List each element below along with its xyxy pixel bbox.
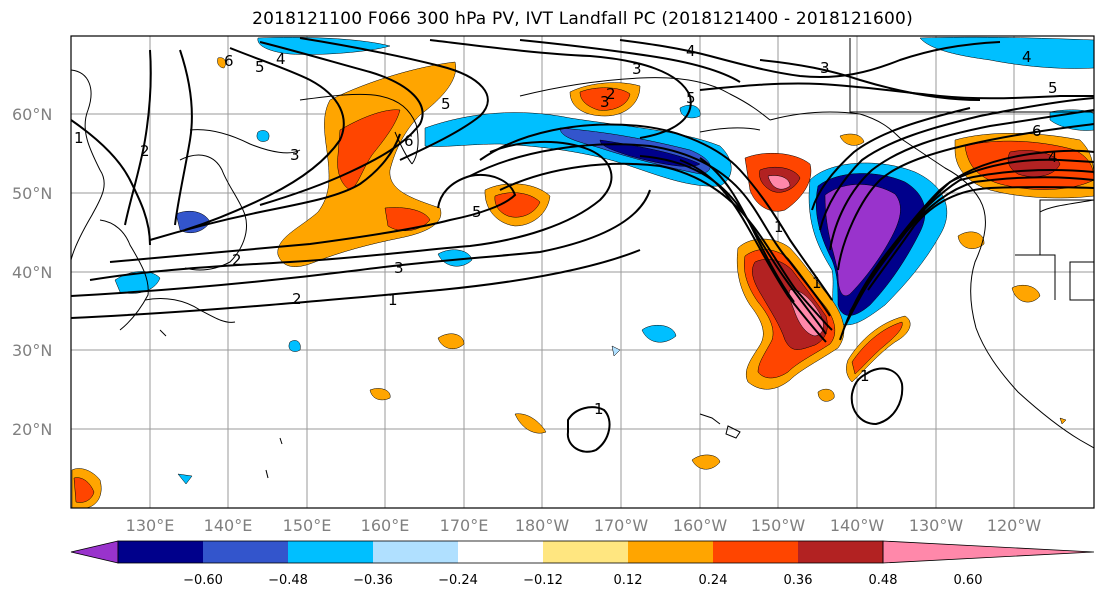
lon-tick-label: 170°W [594, 516, 649, 535]
lon-tick-label: 170°E [440, 516, 489, 535]
lon-tick-label: 150°W [751, 516, 806, 535]
lon-tick-label: 140°W [830, 516, 885, 535]
colorbar-tick-label: 0.24 [699, 573, 728, 588]
colorbar-segment [118, 541, 203, 563]
lon-tick-label: 120°W [987, 516, 1042, 535]
longitude-axis: 130°E 140°E 150°E 160°E 170°E 180°W 170°… [126, 516, 1042, 535]
contour-label: 2 [232, 251, 242, 269]
contour-label: 1 [812, 274, 822, 292]
colorbar-segment [713, 541, 798, 563]
colorbar-tick-label: 0.36 [784, 573, 813, 588]
contour-label: 1 [388, 291, 398, 309]
height-contours [71, 37, 1094, 453]
lat-tick-label: 30°N [12, 341, 52, 360]
lon-tick-label: 160°E [361, 516, 410, 535]
colorbar-segment [628, 541, 713, 563]
colorbar-tick-label: 0.48 [869, 573, 898, 588]
colorbar-tick-label: −0.24 [438, 573, 478, 588]
contour-label: 3 [600, 93, 610, 111]
contour-label: 5 [472, 203, 482, 221]
map-panel: 6 5 4 3 2 1 5 3 2 1 3 4 5 2 5 3 2 1 5 6 [70, 35, 1095, 509]
lat-tick-label: 60°N [12, 105, 52, 124]
lat-tick-label: 20°N [12, 420, 52, 439]
colorbar: −0.60 −0.48 −0.36 −0.24 −0.12 0.12 0.24 … [70, 540, 1095, 588]
colorbar-tick-label: −0.48 [268, 573, 308, 588]
colorbar-tick-label: −0.12 [523, 573, 563, 588]
colorbar-max-extension [882, 540, 1095, 564]
contour-label: 2 [140, 142, 150, 160]
colorbar-segment [798, 541, 883, 563]
colorbar-tick-label: 0.60 [954, 573, 983, 588]
contour-label: 1 [774, 218, 784, 236]
lon-tick-label: 180°W [515, 516, 570, 535]
contour-label: 5 [1048, 79, 1058, 97]
lat-tick-label: 50°N [12, 184, 52, 203]
lon-tick-label: 160°W [673, 516, 728, 535]
map-frame [70, 35, 1095, 509]
contour-label: 3 [394, 259, 404, 277]
contour-label: 3 [820, 59, 830, 77]
latitude-axis: 60°N 50°N 40°N 30°N 20°N [12, 105, 52, 439]
lon-tick-label: 150°E [283, 516, 332, 535]
contour-label: 6 [1032, 122, 1042, 140]
contour-label: 3 [290, 146, 300, 164]
contour-label: 1 [860, 367, 870, 385]
lon-tick-label: 130°W [909, 516, 964, 535]
contour-label: 4 [276, 50, 286, 68]
colorbar-frame [117, 540, 884, 564]
contour-label: 6 [224, 52, 234, 70]
contour-label: 1 [594, 400, 604, 418]
colorbar-min-extension [70, 540, 119, 564]
contour-label: 2 [292, 290, 302, 308]
colorbar-tick-label: 0.12 [614, 573, 643, 588]
plot-title: 2018121100 F066 300 hPa PV, IVT Landfall… [252, 9, 913, 29]
lon-tick-label: 130°E [126, 516, 175, 535]
contour-label: 5 [686, 89, 696, 107]
colorbar-segment [203, 541, 288, 563]
contour-label: 3 [632, 60, 642, 78]
lon-tick-label: 140°E [204, 516, 253, 535]
contour-label: 2 [606, 85, 616, 103]
contour-label: 1 [74, 129, 84, 147]
contour-label: 4 [686, 42, 696, 60]
contour-label: 5 [441, 95, 451, 113]
colorbar-segment [543, 541, 628, 563]
colorbar-segment [288, 541, 373, 563]
colorbar-tick-label: −0.60 [183, 573, 223, 588]
colorbar-segment [373, 541, 458, 563]
contour-labels: 6 5 4 3 2 1 5 3 2 1 3 4 5 2 5 3 2 1 5 6 [74, 42, 1058, 418]
colorbar-segment [458, 541, 543, 563]
contour-label: 6 [404, 132, 414, 150]
contour-label: 5 [255, 58, 265, 76]
lat-tick-label: 40°N [12, 263, 52, 282]
colorbar-tick-label: −0.36 [353, 573, 393, 588]
islands [159, 329, 741, 479]
contour-label: 4 [1048, 148, 1058, 166]
contour-label: 4 [1022, 48, 1032, 66]
